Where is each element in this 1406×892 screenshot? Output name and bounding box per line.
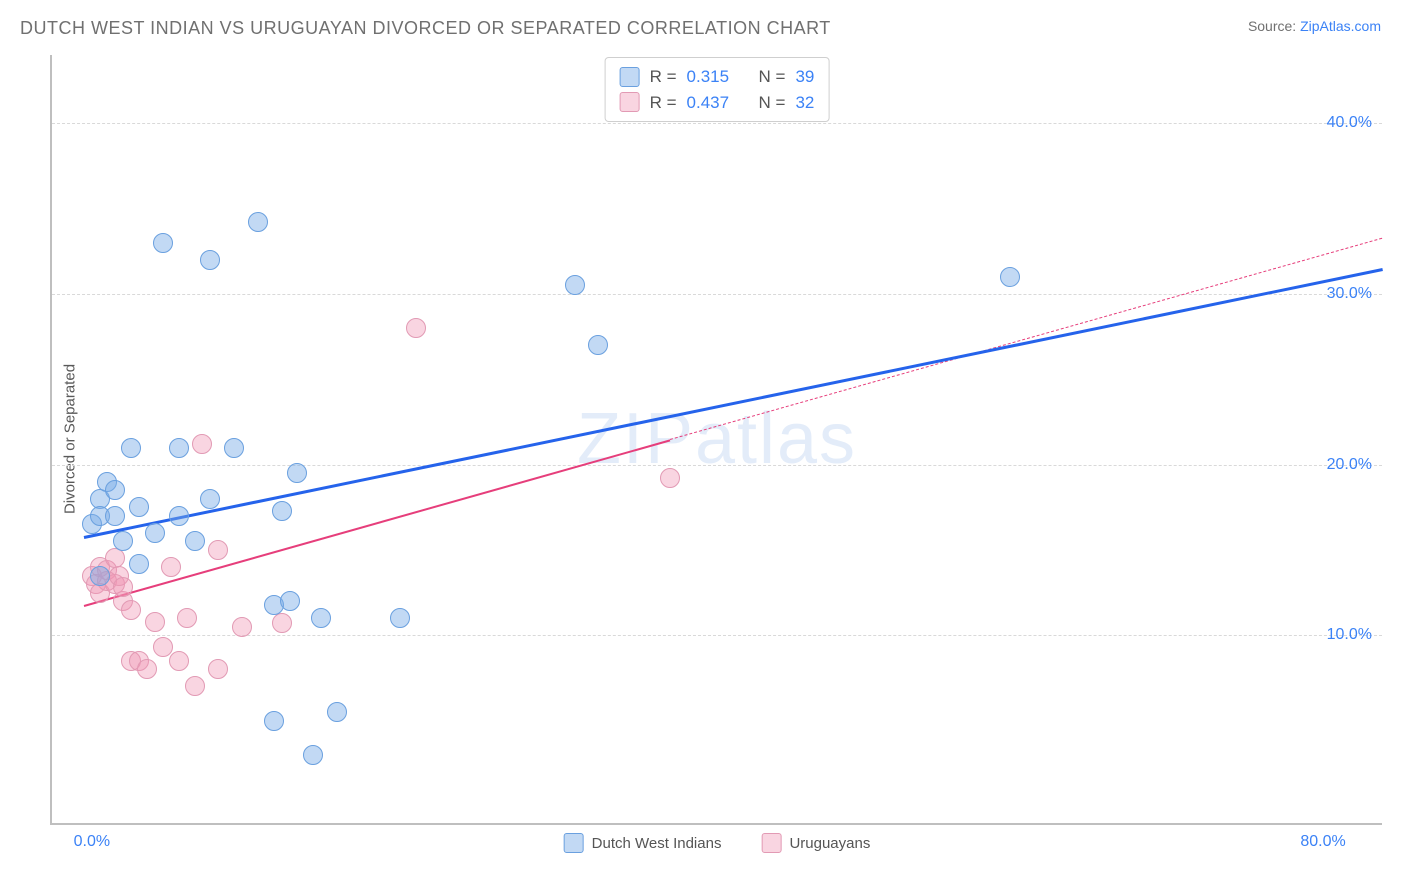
data-point	[192, 434, 212, 454]
data-point	[232, 617, 252, 637]
n-label: N =	[759, 64, 786, 90]
data-point	[169, 651, 189, 671]
n-value-dwi: 39	[795, 64, 814, 90]
x-tick-label: 80.0%	[1300, 833, 1345, 851]
data-point	[105, 506, 125, 526]
x-tick-label: 0.0%	[74, 833, 110, 851]
data-point	[169, 438, 189, 458]
data-point	[208, 540, 228, 560]
r-value-uru: 0.437	[687, 90, 730, 116]
n-label: N =	[759, 90, 786, 116]
data-point	[121, 438, 141, 458]
data-point	[303, 745, 323, 765]
correlation-legend: R = 0.315 N = 39 R = 0.437 N = 32	[605, 57, 830, 122]
watermark: ZIPatlas	[577, 398, 857, 480]
data-point	[208, 659, 228, 679]
swatch-uru	[761, 833, 781, 853]
y-tick-label: 20.0%	[1327, 456, 1372, 474]
data-point	[200, 250, 220, 270]
n-value-uru: 32	[795, 90, 814, 116]
data-point	[169, 506, 189, 526]
data-point	[280, 591, 300, 611]
gridline	[52, 123, 1382, 124]
r-label: R =	[650, 90, 677, 116]
data-point	[161, 557, 181, 577]
data-point	[185, 531, 205, 551]
trend-line	[83, 268, 1382, 539]
swatch-dwi	[564, 833, 584, 853]
data-point	[406, 318, 426, 338]
data-point	[565, 275, 585, 295]
data-point	[177, 608, 197, 628]
legend-item-dwi: Dutch West Indians	[564, 833, 722, 853]
y-axis-label: Divorced or Separated	[62, 364, 79, 514]
y-tick-label: 40.0%	[1327, 114, 1372, 132]
data-point	[145, 612, 165, 632]
data-point	[200, 489, 220, 509]
gridline	[52, 465, 1382, 466]
data-point	[105, 480, 125, 500]
source-label: Source: ZipAtlas.com	[1248, 18, 1381, 34]
data-point	[224, 438, 244, 458]
swatch-dwi	[620, 67, 640, 87]
data-point	[121, 600, 141, 620]
source-prefix: Source:	[1248, 18, 1296, 34]
data-point	[248, 212, 268, 232]
chart-title: DUTCH WEST INDIAN VS URUGUAYAN DIVORCED …	[20, 18, 831, 39]
data-point	[311, 608, 331, 628]
data-point	[272, 613, 292, 633]
data-point	[129, 554, 149, 574]
data-point	[153, 233, 173, 253]
data-point	[264, 711, 284, 731]
data-point	[272, 501, 292, 521]
scatter-plot: ZIPatlas R = 0.315 N = 39 R = 0.437 N = …	[50, 55, 1382, 825]
data-point	[113, 531, 133, 551]
data-point	[390, 608, 410, 628]
data-point	[145, 523, 165, 543]
gridline	[52, 635, 1382, 636]
y-tick-label: 10.0%	[1327, 626, 1372, 644]
legend-label-dwi: Dutch West Indians	[592, 835, 722, 852]
r-label: R =	[650, 64, 677, 90]
swatch-uru	[620, 92, 640, 112]
series-legend: Dutch West Indians Uruguayans	[564, 833, 871, 853]
legend-item-uru: Uruguayans	[761, 833, 870, 853]
data-point	[287, 463, 307, 483]
data-point	[113, 577, 133, 597]
legend-label-uru: Uruguayans	[789, 835, 870, 852]
data-point	[660, 468, 680, 488]
data-point	[588, 335, 608, 355]
source-site[interactable]: ZipAtlas.com	[1300, 18, 1381, 34]
legend-row-dwi: R = 0.315 N = 39	[620, 64, 815, 90]
legend-row-uru: R = 0.437 N = 32	[620, 90, 815, 116]
trend-line	[669, 238, 1382, 440]
y-tick-label: 30.0%	[1327, 285, 1372, 303]
data-point	[129, 497, 149, 517]
data-point	[327, 702, 347, 722]
data-point	[185, 676, 205, 696]
data-point	[137, 659, 157, 679]
r-value-dwi: 0.315	[687, 64, 730, 90]
data-point	[1000, 267, 1020, 287]
data-point	[90, 566, 110, 586]
